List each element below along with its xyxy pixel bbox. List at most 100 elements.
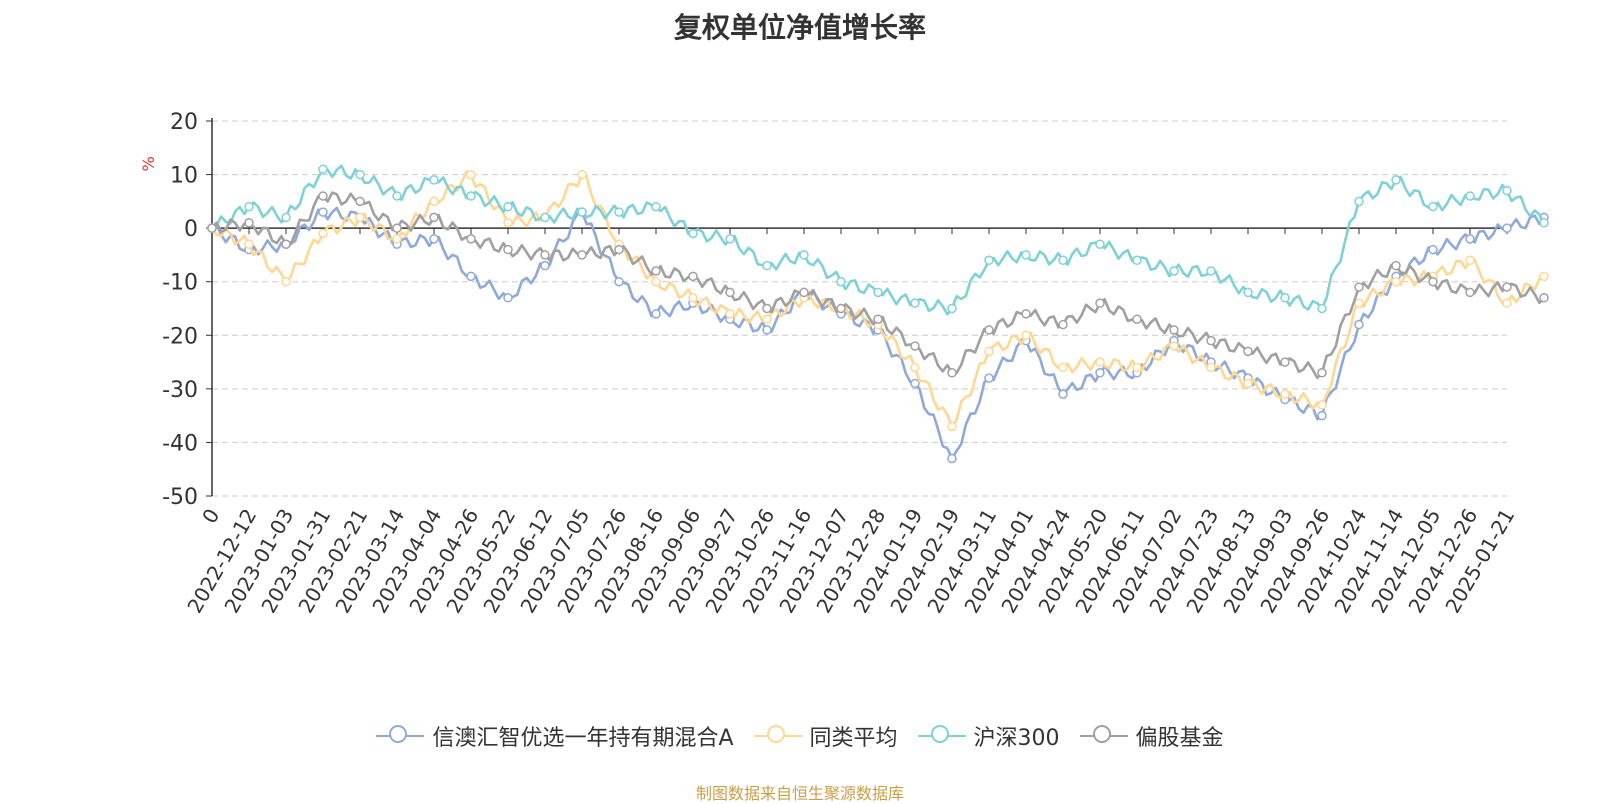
data-point xyxy=(910,298,920,308)
data-point xyxy=(836,303,846,314)
y-tick-label: -30 xyxy=(162,378,198,403)
legend-label: 同类平均 xyxy=(809,726,898,751)
y-tick-label: 10 xyxy=(170,164,198,189)
data-point xyxy=(614,207,624,217)
data-point xyxy=(947,303,957,314)
data-point xyxy=(1169,325,1179,335)
data-point xyxy=(1317,368,1327,378)
data-point xyxy=(651,276,661,287)
data-point xyxy=(540,250,550,260)
data-point xyxy=(725,234,735,244)
data-point xyxy=(1243,378,1253,389)
data-point xyxy=(910,378,920,389)
data-point xyxy=(1354,282,1364,292)
data-point xyxy=(1132,255,1142,266)
data-point xyxy=(614,244,624,255)
y-tick-label: -50 xyxy=(162,485,198,510)
data-point xyxy=(577,207,587,217)
data-point xyxy=(281,276,291,287)
data-point xyxy=(503,218,513,228)
data-point xyxy=(392,223,402,233)
data-point xyxy=(1280,389,1290,399)
series-line xyxy=(210,170,1545,428)
y-tick-label: 0 xyxy=(184,217,198,242)
legend-marker-icon xyxy=(917,724,966,748)
data-point xyxy=(1317,303,1327,314)
data-point xyxy=(429,234,439,244)
legend-item-equity-funds[interactable]: 偏股基金 xyxy=(1079,720,1224,752)
data-point xyxy=(688,271,698,282)
data-point xyxy=(318,207,328,217)
legend-item-xinao[interactable]: 信澳汇智优选一年持有期混合A xyxy=(376,720,734,752)
data-point xyxy=(318,164,328,174)
data-point xyxy=(466,191,476,201)
data-point xyxy=(244,218,254,228)
data-source-note: 制图数据来自恒生聚源数据库 xyxy=(695,784,904,803)
data-point xyxy=(688,293,698,303)
data-point xyxy=(1465,191,1475,201)
legend-marker-icon xyxy=(1079,724,1128,748)
data-point xyxy=(503,244,513,255)
legend-label: 偏股基金 xyxy=(1135,726,1224,751)
data-point xyxy=(540,212,550,223)
data-point xyxy=(1243,346,1253,357)
data-point xyxy=(577,169,587,180)
y-tick-label: -10 xyxy=(162,271,198,296)
data-point xyxy=(577,250,587,260)
data-point xyxy=(725,287,735,298)
legend-item-peer-average[interactable]: 同类平均 xyxy=(753,720,898,752)
data-point xyxy=(1021,330,1031,341)
data-point xyxy=(1095,368,1105,378)
data-point xyxy=(392,234,402,244)
data-point xyxy=(762,314,772,324)
data-point xyxy=(318,228,328,239)
data-point xyxy=(1095,357,1105,367)
data-point xyxy=(1021,309,1031,319)
data-point xyxy=(1465,287,1475,298)
data-point xyxy=(429,212,439,223)
data-point xyxy=(1095,298,1105,308)
legend-label: 信澳汇智优选一年持有期混合A xyxy=(432,726,734,751)
data-point xyxy=(244,239,254,249)
data-point xyxy=(1502,298,1512,308)
data-point xyxy=(1058,255,1068,266)
y-tick-label: -40 xyxy=(162,431,198,456)
data-point xyxy=(1058,319,1068,330)
data-point xyxy=(540,260,550,271)
legend-marker-icon xyxy=(376,724,425,748)
chart-title: 复权单位净值增长率 xyxy=(673,11,926,44)
data-point xyxy=(1465,234,1475,244)
data-point xyxy=(651,201,661,212)
data-point xyxy=(1280,293,1290,303)
data-point xyxy=(799,287,809,298)
data-point xyxy=(1317,410,1327,421)
data-point xyxy=(1502,282,1512,292)
data-point xyxy=(984,325,994,335)
y-axis-label: % xyxy=(139,156,158,171)
data-point xyxy=(244,201,254,212)
data-point xyxy=(355,212,365,223)
data-point xyxy=(799,250,809,260)
x-tick-label: 0 xyxy=(197,505,224,528)
data-point xyxy=(836,276,846,287)
data-point xyxy=(1391,276,1401,287)
legend: 信澳汇智优选一年持有期混合A 同类平均 沪深300 偏股基金 xyxy=(0,720,1600,752)
data-point xyxy=(318,191,328,201)
data-point xyxy=(762,325,772,335)
data-point xyxy=(762,303,772,314)
data-point xyxy=(947,421,957,432)
data-point xyxy=(1132,362,1142,373)
y-tick-label: 20 xyxy=(170,110,198,135)
data-point xyxy=(725,309,735,319)
legend-item-csi300[interactable]: 沪深300 xyxy=(917,720,1060,752)
data-point xyxy=(355,196,365,207)
data-point xyxy=(466,234,476,244)
data-point xyxy=(1539,218,1549,228)
data-point xyxy=(614,276,624,287)
data-point xyxy=(1539,293,1549,303)
data-point xyxy=(1058,362,1068,373)
data-point xyxy=(1280,357,1290,367)
data-point xyxy=(1428,201,1438,212)
data-point xyxy=(1206,266,1216,276)
data-point xyxy=(1058,389,1068,399)
